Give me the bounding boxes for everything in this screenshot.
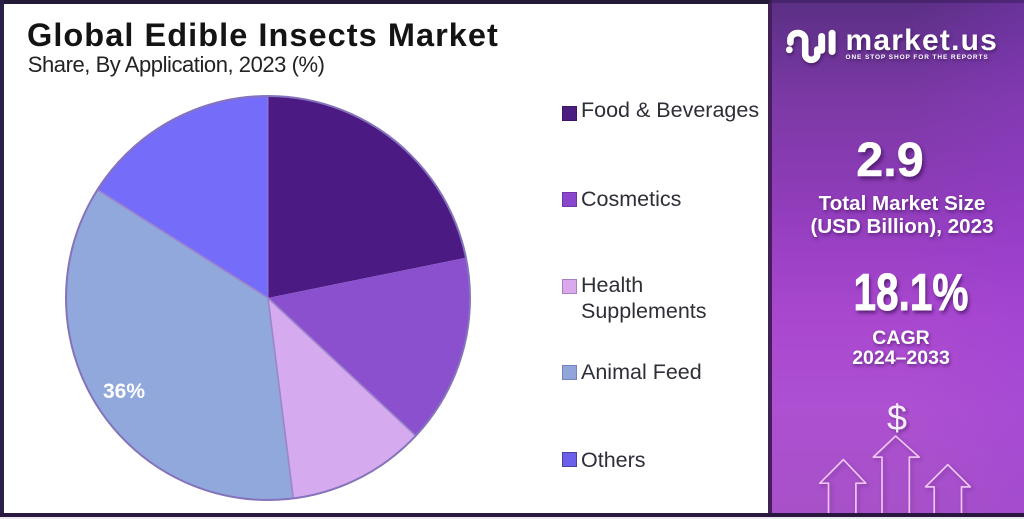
svg-text:market.us: market.us [846,24,999,57]
svg-text:ONE STOP SHOP FOR THE REPORTS: ONE STOP SHOP FOR THE REPORTS [846,54,989,61]
